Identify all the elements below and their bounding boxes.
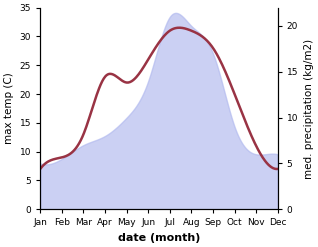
Y-axis label: max temp (C): max temp (C)	[4, 73, 14, 144]
X-axis label: date (month): date (month)	[118, 233, 200, 243]
Y-axis label: med. precipitation (kg/m2): med. precipitation (kg/m2)	[304, 38, 314, 179]
